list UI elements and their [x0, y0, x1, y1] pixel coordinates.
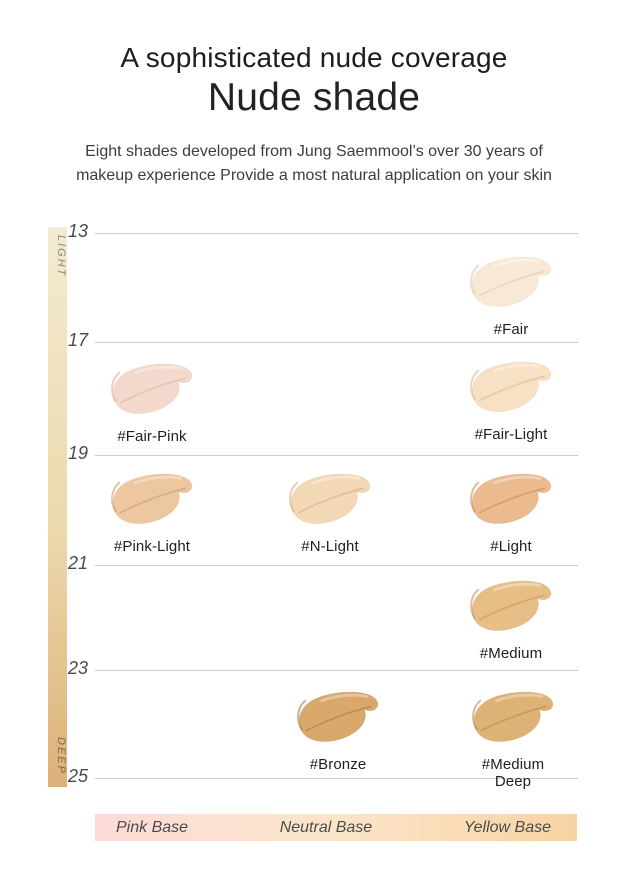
axis-tick: 23 [67, 658, 88, 678]
smear-swatch-shape [470, 580, 552, 631]
smear-swatch [463, 470, 559, 534]
axis-tick: 17 [67, 330, 88, 350]
axis-tick: 13 [67, 221, 88, 241]
shade-label: #Medium Deep [481, 756, 545, 790]
smear-swatch-shape [111, 363, 193, 414]
shade-label: #Bronze [309, 756, 367, 773]
smear-swatch-shape [472, 691, 554, 742]
shade-medium-deep: #Medium Deep [465, 688, 561, 790]
smear-swatch [463, 358, 559, 422]
axis-tick: 19 [67, 443, 88, 463]
depth-scale-bar: LIGHT DEEP [48, 227, 67, 787]
shade-label: #Pink-Light [113, 538, 191, 555]
grid-line [95, 342, 578, 343]
smear-swatch [104, 360, 200, 424]
base-label-yellow: Yellow Base [463, 818, 551, 836]
base-tone-bar: Pink Base Neutral Base Yellow Base [95, 814, 577, 841]
shade-fair-light: #Fair-Light [463, 358, 559, 443]
scale-label-deep: DEEP [55, 737, 67, 775]
grid-line [95, 233, 578, 234]
smear-swatch [463, 577, 559, 641]
description-line-2: makeup experience Provide a most natural… [76, 167, 552, 184]
shade-fair: #Fair [463, 253, 559, 338]
shade-n-light: #N-Light [282, 470, 378, 555]
header-tagline: A sophisticated nude coverage [120, 42, 508, 73]
shade-bronze: #Bronze [290, 688, 386, 773]
smear-swatch [465, 688, 561, 752]
smear-swatch [290, 688, 386, 752]
smear-swatch-shape [297, 691, 379, 742]
smear-swatch-shape [289, 473, 371, 524]
smear-swatch-shape [111, 473, 193, 524]
description-line-1: Eight shades developed from Jung Saemmoo… [85, 143, 543, 160]
shade-fair-pink: #Fair-Pink [104, 360, 200, 445]
smear-swatch-shape [470, 473, 552, 524]
shade-light: #Light [463, 470, 559, 555]
smear-swatch-shape [470, 256, 552, 307]
grid-line [95, 670, 578, 671]
axis-tick: 25 [67, 766, 88, 786]
shade-label: #N-Light [301, 538, 359, 555]
shade-label: #Fair-Pink [117, 428, 187, 445]
grid-line [95, 778, 578, 779]
scale-label-light: LIGHT [55, 235, 67, 278]
grid-line [95, 455, 578, 456]
shade-pink-light: #Pink-Light [104, 470, 200, 555]
smear-swatch-shape [470, 361, 552, 412]
page-title: Nude shade [207, 76, 421, 119]
shade-label: #Fair [493, 321, 529, 338]
smear-swatch [282, 470, 378, 534]
axis-tick: 21 [67, 553, 88, 573]
shade-label: #Fair-Light [474, 426, 548, 443]
smear-swatch [104, 470, 200, 534]
shade-label: #Light [490, 538, 532, 555]
shade-label: #Medium [479, 645, 543, 662]
header-description: Eight shades developed from Jung Saemmoo… [0, 140, 628, 188]
base-label-pink: Pink Base [116, 818, 189, 836]
smear-swatch [463, 253, 559, 317]
base-label-neutral: Neutral Base [279, 818, 373, 836]
shade-medium: #Medium [463, 577, 559, 662]
grid-line [95, 565, 578, 566]
